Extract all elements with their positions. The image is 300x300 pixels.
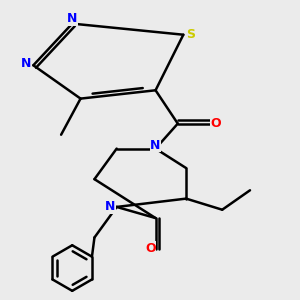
Text: N: N (21, 57, 32, 70)
Text: S: S (186, 28, 195, 41)
Text: O: O (145, 242, 156, 255)
Text: N: N (104, 200, 115, 213)
Text: N: N (67, 12, 77, 25)
Text: N: N (150, 139, 161, 152)
Text: O: O (211, 117, 221, 130)
